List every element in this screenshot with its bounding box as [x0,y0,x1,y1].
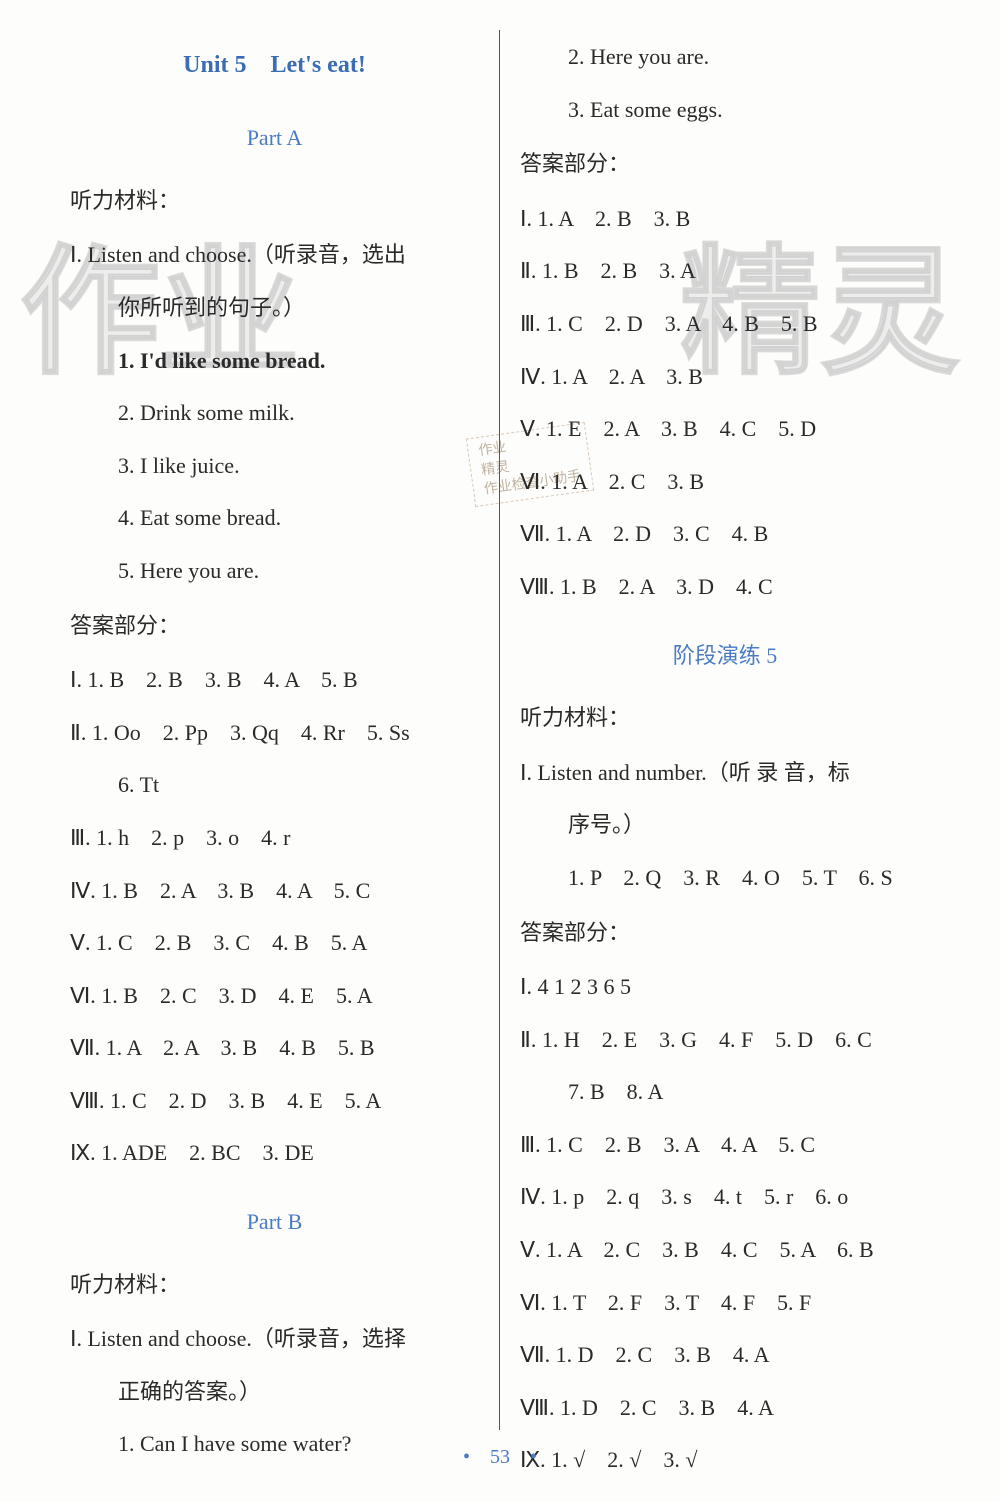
answer-row: Ⅰ. 1. B 2. B 3. B 4. A 5. B [70,655,479,706]
instruction: Ⅰ. Listen and choose.（听录音，选出 [70,230,479,281]
answer-row: Ⅰ. 4 1 2 3 6 5 [520,962,930,1013]
answer-row: Ⅶ. 1. A 2. D 3. C 4. B [520,509,930,560]
answer-row: Ⅲ. 1. C 2. B 3. A 4. A 5. C [520,1120,930,1171]
listening-heading: 听力材料： [520,693,930,744]
answers-heading: 答案部分： [70,601,479,652]
page-number-value: 53 [490,1446,510,1468]
page-container: Unit 5 Let's eat! Part A 听力材料： Ⅰ. Listen… [50,30,950,1430]
instruction: Ⅰ. Listen and number.（听 录 音，标 [520,748,930,799]
answer-row: Ⅳ. 1. B 2. A 3. B 4. A 5. C [70,866,479,917]
answer-row: Ⅱ. 1. H 2. E 3. G 4. F 5. D 6. C [520,1015,930,1066]
answers-heading: 答案部分： [520,139,930,190]
text: 5. Here you are. [118,558,259,583]
text: 2. Drink some milk. [118,400,295,425]
part-a-heading: Part A [70,113,479,164]
instruction: 正确的答案。） [70,1367,479,1418]
stage-heading: 阶段演练 5 [520,631,930,682]
listening-heading: 听力材料： [70,176,479,227]
answers-heading: 答案部分： [520,908,930,959]
listen-item: 1. P 2. Q 3. R 4. O 5. T 6. S [520,853,930,904]
listen-item: 3. Eat some eggs. [520,85,930,136]
part-b-heading: Part B [70,1197,479,1248]
answer-row: Ⅱ. 1. B 2. B 3. A [520,246,930,297]
answer-row: Ⅵ. 1. A 2. C 3. B [520,457,930,508]
answer-row: 6. Tt [70,760,479,811]
listen-item: 1. Can I have some water? [70,1419,479,1470]
listen-item: 2. Drink some milk. [70,388,479,439]
answer-row: Ⅷ. 1. B 2. A 3. D 4. C [520,562,930,613]
answer-row: Ⅲ. 1. C 2. D 3. A 4. B 5. B [520,299,930,350]
instruction: Ⅰ. Listen and choose.（听录音，选择 [70,1314,479,1365]
answer-row: Ⅷ. 1. D 2. C 3. B 4. A [520,1383,930,1434]
answer-row: Ⅴ. 1. C 2. B 3. C 4. B 5. A [70,918,479,969]
listen-item: 1. I'd like some bread. [70,336,479,387]
answer-row: Ⅳ. 1. p 2. q 3. s 4. t 5. r 6. o [520,1172,930,1223]
answer-row: Ⅳ. 1. A 2. A 3. B [520,352,930,403]
unit-title: Unit 5 Let's eat! [70,38,479,93]
listen-item: 3. I like juice. [70,441,479,492]
listening-heading: 听力材料： [70,1260,479,1311]
answer-row: Ⅲ. 1. h 2. p 3. o 4. r [70,813,479,864]
answer-row: Ⅶ. 1. A 2. A 3. B 4. B 5. B [70,1023,479,1074]
answer-row: Ⅱ. 1. Oo 2. Pp 3. Qq 4. Rr 5. Ss [70,708,479,759]
answer-row: Ⅰ. 1. A 2. B 3. B [520,194,930,245]
text: 3. I like juice. [118,453,240,478]
answer-row: Ⅶ. 1. D 2. C 3. B 4. A [520,1330,930,1381]
answer-row: Ⅸ. 1. √ 2. √ 3. √ [520,1435,930,1486]
answer-row: Ⅴ. 1. A 2. C 3. B 4. C 5. A 6. B [520,1225,930,1276]
answer-row: Ⅵ. 1. T 2. F 3. T 4. F 5. F [520,1278,930,1329]
text: 4. Eat some bread. [118,505,281,530]
right-column: 2. Here you are. 3. Eat some eggs. 答案部分：… [500,30,950,1430]
listen-item: 2. Here you are. [520,32,930,83]
answer-row: Ⅸ. 1. ADE 2. BC 3. DE [70,1128,479,1179]
answer-row: Ⅴ. 1. E 2. A 3. B 4. C 5. D [520,404,930,455]
text: 1. I'd like some bread. [118,348,325,373]
answer-row: Ⅵ. 1. B 2. C 3. D 4. E 5. A [70,971,479,1022]
instruction: 序号。） [520,800,930,851]
answer-row: Ⅷ. 1. C 2. D 3. B 4. E 5. A [70,1076,479,1127]
answer-row: 7. B 8. A [520,1067,930,1118]
listen-item: 4. Eat some bread. [70,493,479,544]
left-column: Unit 5 Let's eat! Part A 听力材料： Ⅰ. Listen… [50,30,500,1430]
listen-item: 5. Here you are. [70,546,479,597]
instruction: 你所听到的句子。） [70,283,479,334]
